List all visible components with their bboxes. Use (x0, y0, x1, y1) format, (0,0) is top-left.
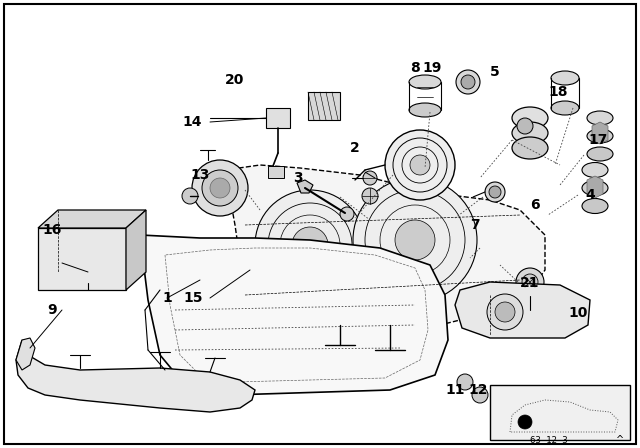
Ellipse shape (409, 103, 441, 117)
Text: 9: 9 (47, 303, 57, 317)
Circle shape (472, 387, 488, 403)
Ellipse shape (551, 101, 579, 115)
Polygon shape (592, 122, 608, 144)
Ellipse shape (587, 147, 613, 161)
Circle shape (362, 188, 378, 204)
Text: ^: ^ (616, 435, 624, 445)
Bar (308, 92, 340, 120)
Ellipse shape (582, 198, 608, 214)
Polygon shape (38, 210, 146, 228)
Text: 13: 13 (190, 168, 210, 182)
Bar (38, 228, 126, 290)
Text: 6: 6 (530, 198, 540, 212)
Circle shape (517, 118, 533, 134)
Circle shape (461, 75, 475, 89)
Bar (266, 108, 290, 128)
Circle shape (522, 274, 538, 290)
Circle shape (456, 70, 480, 94)
Polygon shape (16, 338, 35, 370)
Circle shape (210, 178, 230, 198)
Circle shape (525, 309, 535, 319)
Circle shape (363, 171, 377, 185)
Text: 3: 3 (293, 171, 303, 185)
Polygon shape (126, 210, 146, 290)
Ellipse shape (512, 107, 548, 129)
Circle shape (489, 186, 501, 198)
Text: 1: 1 (162, 291, 172, 305)
Circle shape (395, 220, 435, 260)
Polygon shape (140, 235, 448, 395)
Text: 10: 10 (568, 306, 588, 320)
Circle shape (516, 268, 544, 296)
Bar (490, 385, 630, 440)
Polygon shape (455, 282, 590, 338)
Text: 11: 11 (445, 383, 465, 397)
Text: 17: 17 (588, 133, 608, 147)
Circle shape (518, 415, 532, 429)
Ellipse shape (582, 181, 608, 195)
Ellipse shape (512, 137, 548, 159)
Bar (268, 166, 284, 178)
Text: 12: 12 (468, 383, 488, 397)
Ellipse shape (551, 71, 579, 85)
Ellipse shape (587, 111, 613, 125)
Circle shape (182, 188, 198, 204)
Circle shape (255, 190, 365, 300)
Circle shape (202, 170, 238, 206)
Text: 14: 14 (182, 115, 202, 129)
Circle shape (192, 160, 248, 216)
Text: 4: 4 (585, 188, 595, 202)
Text: 21: 21 (520, 276, 540, 290)
Circle shape (457, 374, 473, 390)
Ellipse shape (512, 122, 548, 144)
Circle shape (353, 178, 477, 302)
Text: 16: 16 (42, 223, 61, 237)
Text: 15: 15 (183, 291, 203, 305)
Polygon shape (16, 340, 255, 412)
Circle shape (340, 207, 354, 221)
Text: 2: 2 (350, 141, 360, 155)
Text: 18: 18 (548, 85, 568, 99)
Circle shape (495, 302, 515, 322)
Ellipse shape (587, 129, 613, 143)
Text: 19: 19 (422, 61, 442, 75)
Circle shape (485, 182, 505, 202)
Polygon shape (297, 180, 313, 193)
Circle shape (385, 130, 455, 200)
Text: 7: 7 (470, 218, 480, 232)
Text: 5: 5 (490, 65, 500, 79)
Circle shape (410, 155, 430, 175)
Polygon shape (587, 176, 603, 198)
Circle shape (292, 227, 328, 263)
Polygon shape (225, 165, 545, 330)
Ellipse shape (409, 75, 441, 89)
Text: 20: 20 (225, 73, 244, 87)
Text: 8: 8 (410, 61, 420, 75)
Text: 63 12 3: 63 12 3 (530, 435, 568, 444)
Circle shape (487, 294, 523, 330)
Ellipse shape (582, 163, 608, 177)
